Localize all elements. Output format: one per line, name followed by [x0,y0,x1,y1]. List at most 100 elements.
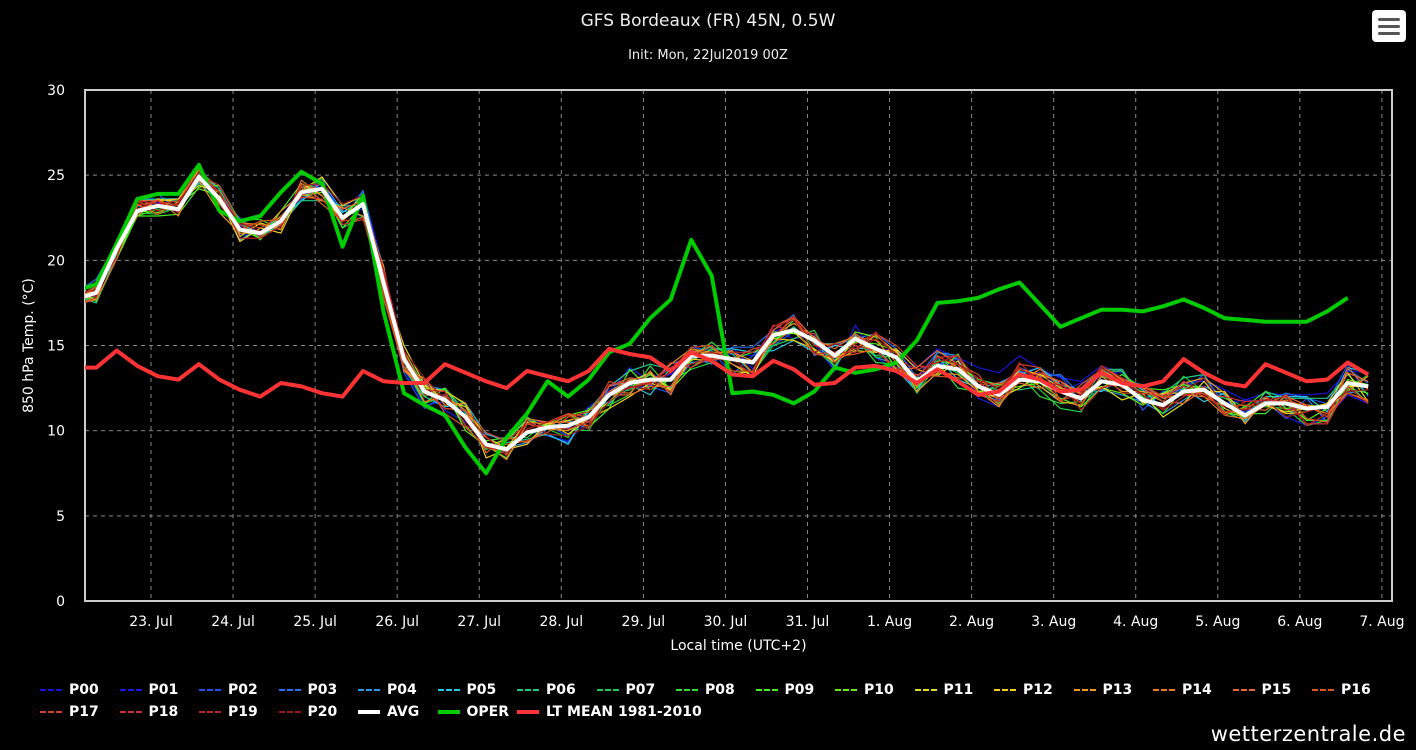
series-line-p07 [85,169,1369,450]
legend-item-p04[interactable]: P04 [358,680,417,700]
x-tick-label: 2. Aug [949,614,994,630]
menu-bar [1378,25,1400,28]
legend-swatch [278,711,301,713]
x-tick-label: 6. Aug [1277,614,1322,630]
series-line-lt-mean-1981-2010 [85,346,1370,399]
legend-item-p08[interactable]: P08 [676,680,735,700]
legend-label: P05 [466,682,497,698]
legend-label: P11 [943,682,974,698]
y-tick-label: 10 [47,424,65,440]
legend-item-p10[interactable]: P10 [835,680,894,700]
plot-border [84,89,1393,602]
y-tick-label: 25 [47,168,65,184]
legend-label: P10 [864,682,894,698]
series-line-p03 [85,169,1369,454]
legend-swatch [119,711,142,713]
legend-label: P20 [307,704,338,720]
legend-item-p15[interactable]: P15 [1232,680,1292,700]
y-tick-label: 0 [56,594,65,610]
x-tick-label: 29. Jul [622,614,666,630]
legend-label: P08 [705,682,735,698]
x-tick-label: 24. Jul [211,614,255,630]
legend-item-p02[interactable]: P02 [199,680,258,700]
legend-label: P03 [307,682,338,698]
legend-item-p01[interactable]: P01 [119,680,179,700]
legend-label: P18 [148,704,179,720]
x-axis-label: Local time (UTC+2) [670,638,806,654]
chart-plot: 0 5 10 15 20 25 30 23. Jul 24. Jul 25. Jul 26. Jul… [21,83,1404,654]
hamburger-menu-icon[interactable] [1372,10,1406,42]
legend-label: P13 [1102,682,1133,698]
legend-item-oper[interactable]: OPER [437,702,509,722]
legend-swatch [676,689,698,691]
y-tick-label: 20 [47,253,65,269]
legend-swatch [119,689,142,691]
x-tick-label: 7. Aug [1359,614,1404,630]
legend-item-p00[interactable]: P00 [40,680,99,700]
legend-item-p06[interactable]: P06 [517,680,576,700]
legend-swatch [1153,689,1175,691]
legend-label: P19 [228,704,258,720]
legend-swatch [994,689,1016,691]
legend-item-p17[interactable]: P17 [40,702,99,722]
legend-item-p12[interactable]: P12 [994,680,1053,700]
x-tick-label: 3. Aug [1031,614,1076,630]
legend-item-p16[interactable]: P16 [1312,680,1371,700]
legend-swatch [40,711,62,713]
legend-label: P12 [1023,682,1053,698]
legend-item-p20[interactable]: P20 [278,702,338,722]
legend-swatch [1073,689,1096,691]
legend-swatch [1232,689,1255,691]
legend-item-p18[interactable]: P18 [119,702,179,722]
legend-label: P01 [148,682,179,698]
legend-swatch [40,689,62,691]
legend-label: P04 [387,682,417,698]
legend-label: AVG [387,704,420,720]
legend-swatch [517,689,539,691]
legend-swatch [278,689,301,691]
series-line-p20 [85,171,1369,457]
legend-item-lt-mean-1981-2010[interactable]: LT MEAN 1981-2010 [517,702,702,722]
x-tick-label: 27. Jul [457,614,501,630]
legend-item-p07[interactable]: P07 [596,680,656,700]
x-tick-label: 1. Aug [867,614,912,630]
series-line-p05 [85,172,1369,445]
legend-swatch [437,710,460,714]
x-tick-label: 28. Jul [539,614,583,630]
y-tick-label: 30 [47,83,65,99]
source-credit: wetterzentrale.de [1210,722,1406,746]
legend-label: P17 [69,704,99,720]
legend-item-p05[interactable]: P05 [437,680,497,700]
series-line-p17 [85,174,1369,442]
legend-swatch [517,710,539,714]
series-line-p09 [85,183,1369,444]
legend-label: P15 [1261,682,1292,698]
legend-item-p14[interactable]: P14 [1153,680,1212,700]
legend-label: P16 [1341,682,1371,698]
legend-label: P09 [784,682,815,698]
legend-swatch [1312,689,1334,691]
series-line-p08 [85,174,1369,459]
legend-item-avg[interactable]: AVG [358,702,419,722]
series-line-oper [85,162,1349,476]
legend-label: P07 [625,682,656,698]
legend-swatch [596,689,619,691]
series-line-p12 [85,169,1369,459]
x-tick-label: 5. Aug [1195,614,1240,630]
legend-swatch [914,689,937,691]
legend-item-p11[interactable]: P11 [914,680,974,700]
y-axis-label: 850 hPa Temp. (°C) [21,278,37,413]
legend-item-p19[interactable]: P19 [199,702,258,722]
series-line-p04 [85,181,1369,449]
legend-label: P06 [546,682,576,698]
x-tick-label: 31. Jul [786,614,830,630]
legend-item-p03[interactable]: P03 [278,680,338,700]
legend-swatch [755,689,778,691]
legend-item-p13[interactable]: P13 [1073,680,1133,700]
series-lines [85,162,1370,476]
legend-label: P00 [69,682,99,698]
grid [85,90,1392,601]
legend-swatch [199,689,221,691]
legend-item-p09[interactable]: P09 [755,680,815,700]
legend-label: LT MEAN 1981-2010 [546,704,702,720]
